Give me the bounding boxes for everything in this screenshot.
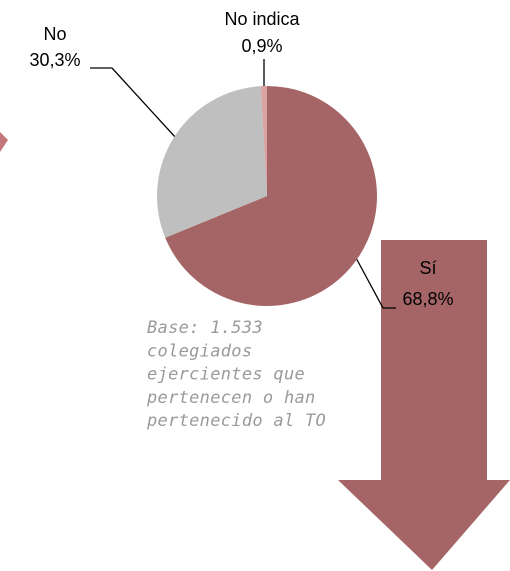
arrow: [338, 240, 510, 570]
slice-value: 30,3%: [29, 50, 80, 70]
note: pertenecido al TO: [146, 411, 326, 431]
leader-line: [90, 67, 177, 139]
pie-slice: [165, 86, 377, 306]
slice-label: Sí: [419, 258, 436, 278]
note: pertenecen o han: [146, 388, 316, 408]
leader-line: [354, 255, 396, 309]
slice-value: 68,8%: [402, 289, 453, 309]
arrow-fragment: [0, 132, 8, 152]
slice-label: No indica: [224, 9, 300, 29]
pie-slice: [156, 86, 267, 238]
slice-label: No: [43, 24, 66, 44]
slice-value: 0,9%: [241, 36, 282, 56]
note: ejercientes que: [147, 365, 305, 385]
pie-slice: [260, 86, 267, 196]
note: colegiados: [147, 341, 252, 361]
note: Base: 1.533: [147, 318, 263, 338]
